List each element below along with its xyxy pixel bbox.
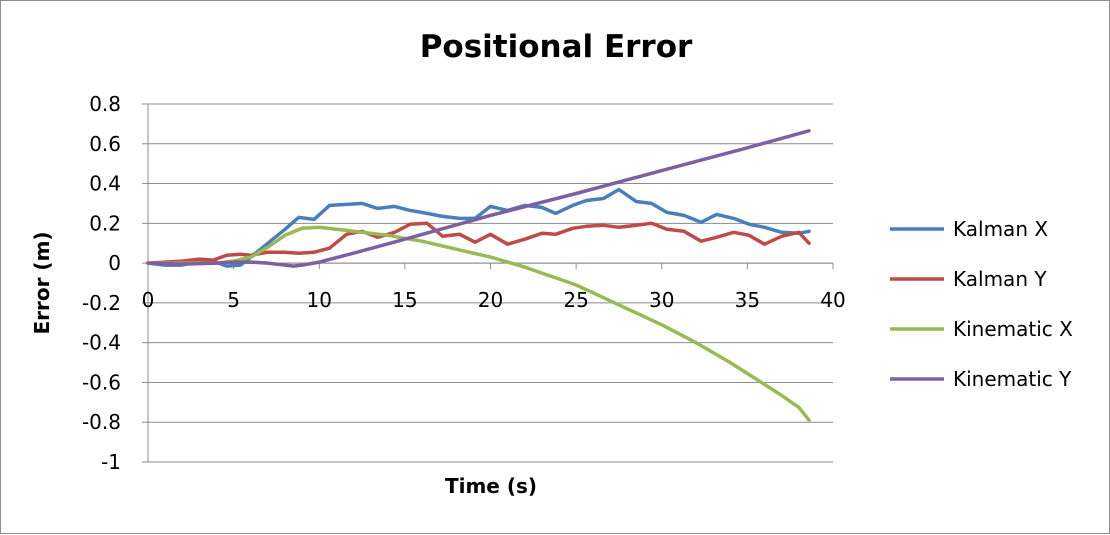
y-tick-label: -0.2 <box>82 291 121 315</box>
x-tick-label: 35 <box>735 288 760 312</box>
x-tick-label: 5 <box>227 288 240 312</box>
x-tick-label: 15 <box>392 288 417 312</box>
legend-label-kinematic-y: Kinematic Y <box>953 367 1072 391</box>
x-tick-label: 10 <box>307 288 332 312</box>
y-tick-label: -1 <box>101 450 121 474</box>
legend-label-kalman-x: Kalman X <box>953 217 1048 241</box>
chart-title: Positional Error <box>420 29 693 65</box>
x-tick-label: 40 <box>820 288 845 312</box>
legend-label-kinematic-x: Kinematic X <box>953 317 1073 341</box>
y-tick-label: 0.2 <box>89 211 121 235</box>
legend-label-kalman-y: Kalman Y <box>953 267 1047 291</box>
y-tick-label: 0.8 <box>89 92 121 116</box>
y-axis-title: Error (m) <box>30 231 54 334</box>
x-axis-title: Time (s) <box>445 474 537 498</box>
x-tick-label: 25 <box>563 288 588 312</box>
y-tick-label: 0.4 <box>89 172 121 196</box>
y-tick-label: 0.6 <box>89 132 121 156</box>
x-tick-label: 20 <box>478 288 503 312</box>
x-tick-label: 30 <box>649 288 674 312</box>
x-tick-label: 0 <box>142 288 155 312</box>
series-line-kinematic-y <box>146 129 811 268</box>
y-tick-label: 0 <box>108 251 121 275</box>
y-tick-label: -0.4 <box>82 331 121 355</box>
legend: Kalman X Kalman Y Kinematic X Kinematic Y <box>890 217 1073 391</box>
y-tick-label: -0.6 <box>82 370 121 394</box>
series-line-kinematic-x <box>146 225 811 422</box>
y-tick-label: -0.8 <box>82 410 121 434</box>
